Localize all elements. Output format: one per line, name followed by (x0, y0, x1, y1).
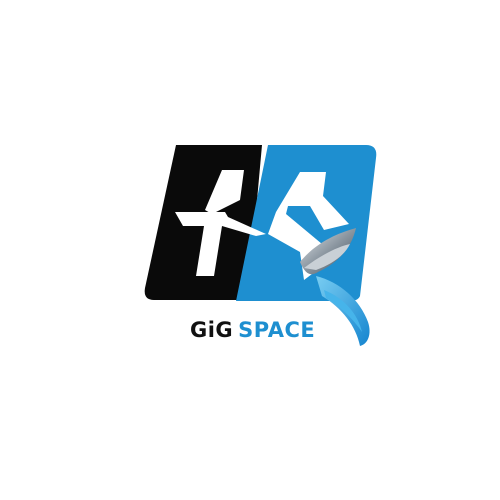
silver-swoosh-highlight (304, 244, 350, 270)
wordmark-gig: GiG (190, 318, 234, 342)
wordmark-space: SPACE (238, 318, 316, 342)
s-letter-shape (236, 145, 377, 301)
blue-swoosh-highlight (324, 290, 362, 332)
s-letter-stroke (268, 172, 349, 280)
g-letter-stroke (175, 170, 266, 276)
brand-wordmark: GiG SPACE (190, 315, 330, 345)
